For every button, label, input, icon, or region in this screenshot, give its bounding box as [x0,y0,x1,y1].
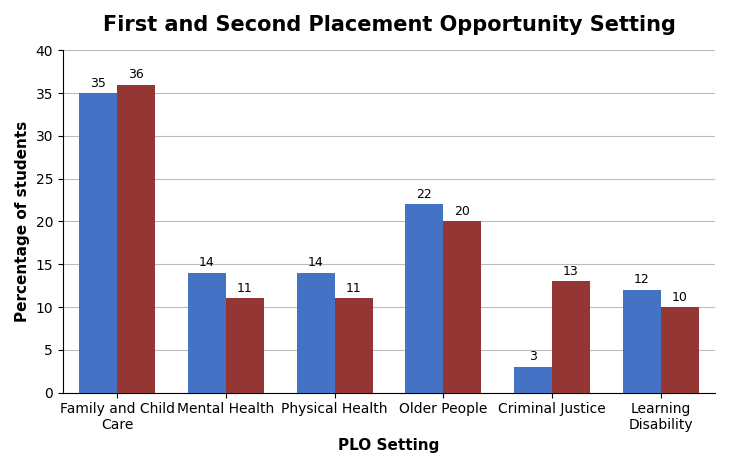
Bar [334,299,372,393]
Text: 14: 14 [199,256,215,270]
Text: 14: 14 [308,256,323,270]
Bar [188,273,226,393]
Text: 12: 12 [634,273,650,286]
Text: 11: 11 [237,282,253,295]
Bar [623,290,661,393]
Bar [296,273,334,393]
Bar [514,367,552,393]
Y-axis label: Percentage of students: Percentage of students [15,121,30,322]
Bar [552,281,590,393]
Text: 22: 22 [416,188,432,201]
Text: 20: 20 [454,205,470,218]
Text: 10: 10 [672,291,688,304]
Bar [226,299,264,393]
Bar [80,93,118,393]
Text: 36: 36 [128,68,144,81]
Text: 3: 3 [529,351,537,364]
X-axis label: PLO Setting: PLO Setting [338,438,439,453]
Text: 13: 13 [563,265,579,278]
Bar [661,307,699,393]
Bar [118,85,155,393]
Text: 35: 35 [91,77,106,90]
Bar [443,221,481,393]
Title: First and Second Placement Opportunity Setting: First and Second Placement Opportunity S… [102,15,675,35]
Bar [405,205,443,393]
Text: 11: 11 [346,282,361,295]
